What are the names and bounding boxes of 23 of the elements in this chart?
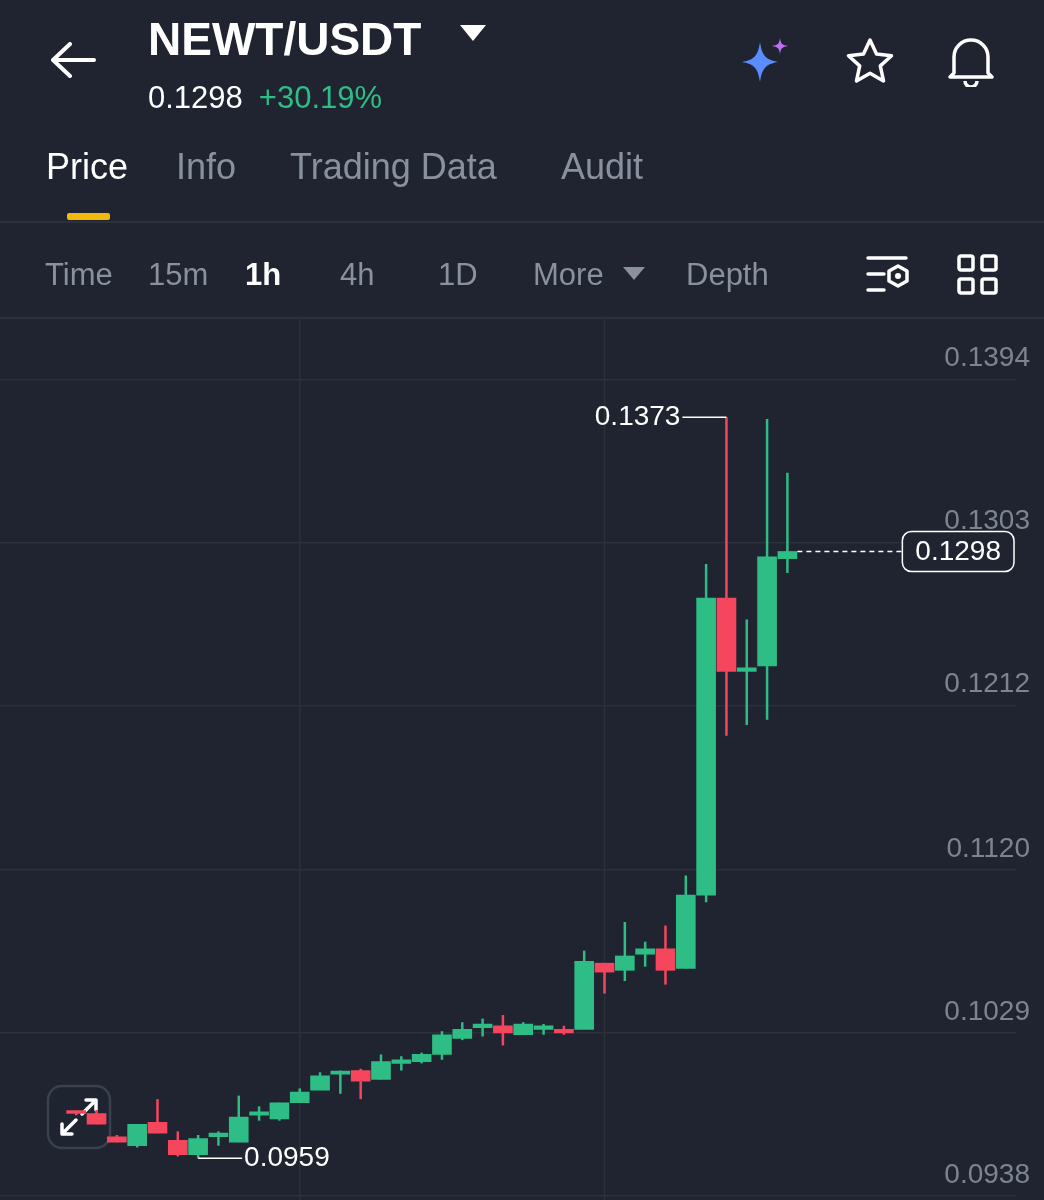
text: 15m [148,257,209,293]
annotation: 0.1373 [594,399,681,431]
annotation: 0.0959 [244,1140,330,1172]
y-tick-label: 0.1029 [944,994,1030,1026]
text: Price [46,146,129,188]
text: Trading Data [290,146,497,188]
text: 4h [340,257,375,293]
chart-title: NEWT/USDT [148,12,422,66]
text: Audit [561,146,644,188]
chart-subtitle: 0.1298 [148,80,243,116]
y-tick-label: 0.1212 [944,667,1030,699]
y-tick-label: 0.1120 [946,831,1030,863]
text: 1h [245,257,282,293]
text: +30.19% [258,80,383,116]
text: Depth [686,257,769,293]
y-tick-label: 0.1303 [944,504,1030,536]
text: More [533,257,604,293]
text: Info [176,146,237,188]
y-tick-label: 0.0938 [944,1157,1030,1189]
text: Time [45,257,113,293]
text: 1D [438,257,478,293]
ref-line-label: 0.1298 [915,535,1001,567]
y-tick-label: 0.1394 [944,341,1030,373]
